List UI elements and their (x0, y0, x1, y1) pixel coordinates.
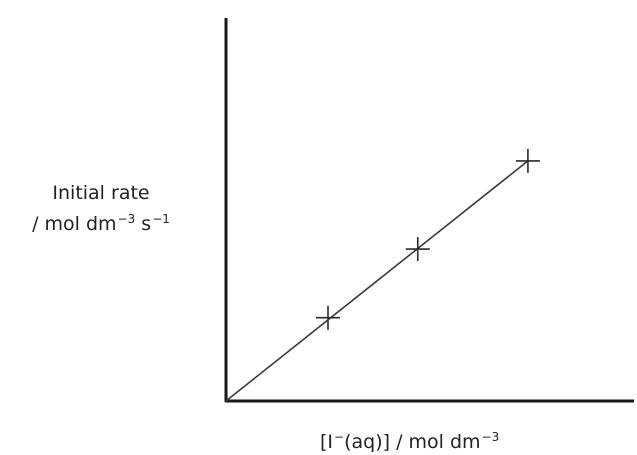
x-axis-label-part-2: − (334, 430, 345, 444)
y-axis-label-line2: / mol dm−3 s−1 (6, 206, 196, 237)
y-axis-label: Initial rate / mol dm−3 s−1 (6, 180, 196, 237)
x-axis-label-part-3: (aq)] / mol dm (344, 431, 481, 453)
data-point-2 (405, 237, 430, 262)
data-point-3 (515, 148, 540, 173)
y-axis-label-line1: Initial rate (52, 182, 150, 204)
best-fit-line (225, 160, 529, 402)
y-axis-label-part-1: / mol dm (32, 213, 117, 235)
x-axis-label-part-1: [I (320, 431, 334, 453)
y-axis-label-part-3: s (135, 213, 152, 235)
x-axis-label: [I−(aq)] / mol dm−3 (320, 424, 499, 455)
data-point-1 (316, 305, 340, 330)
chart-marks (225, 148, 540, 402)
y-axis-label-part-2: −3 (117, 212, 136, 226)
x-axis-label-part-4: −3 (481, 430, 500, 444)
y-axis-label-part-4: −1 (152, 212, 170, 226)
axes (224, 18, 634, 403)
